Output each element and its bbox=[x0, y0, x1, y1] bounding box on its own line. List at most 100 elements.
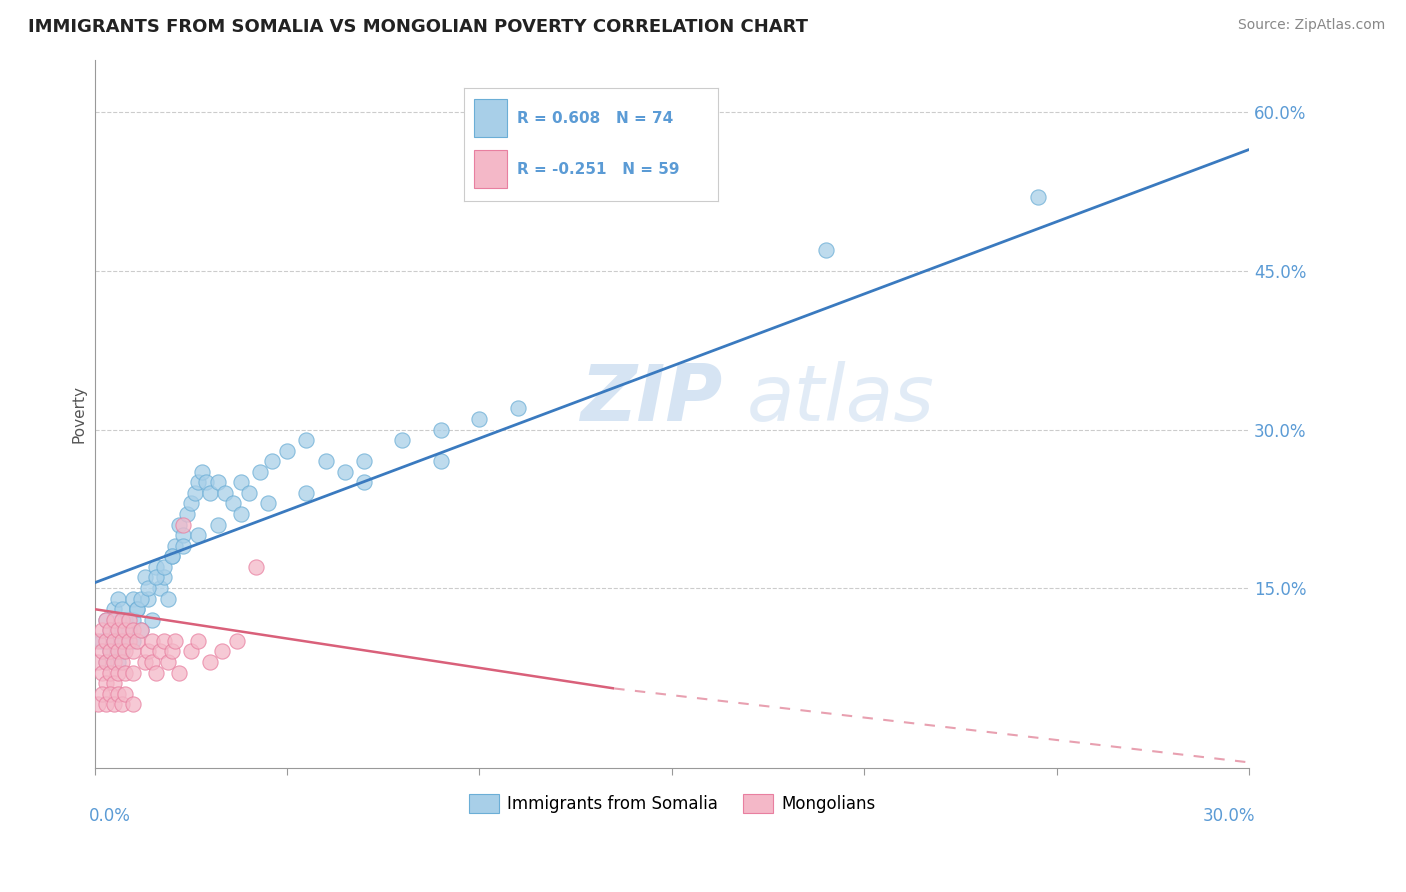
Point bbox=[122, 624, 145, 638]
Point bbox=[125, 633, 148, 648]
Point bbox=[187, 633, 209, 648]
Point bbox=[122, 633, 145, 648]
Point bbox=[110, 602, 132, 616]
Point bbox=[107, 624, 129, 638]
Point bbox=[118, 613, 141, 627]
Point bbox=[145, 570, 167, 584]
Point bbox=[165, 633, 187, 648]
Point bbox=[333, 465, 356, 479]
Point bbox=[98, 644, 121, 658]
Text: 30.0%: 30.0% bbox=[1202, 806, 1256, 824]
Point bbox=[114, 687, 136, 701]
Point bbox=[295, 486, 318, 500]
Point bbox=[229, 507, 252, 521]
Point bbox=[98, 665, 121, 680]
Point bbox=[167, 665, 190, 680]
Point bbox=[506, 401, 529, 416]
Point bbox=[149, 581, 172, 595]
Point bbox=[238, 486, 260, 500]
Point bbox=[160, 549, 183, 564]
Point bbox=[180, 644, 202, 658]
Point bbox=[430, 454, 453, 468]
Point bbox=[98, 687, 121, 701]
Point bbox=[156, 591, 179, 606]
Point bbox=[98, 624, 121, 638]
Point bbox=[103, 633, 125, 648]
Point bbox=[134, 655, 156, 669]
Point bbox=[118, 624, 141, 638]
Point bbox=[107, 665, 129, 680]
Point bbox=[114, 644, 136, 658]
Point bbox=[87, 698, 110, 712]
Point bbox=[110, 624, 132, 638]
Point bbox=[114, 633, 136, 648]
Point bbox=[87, 655, 110, 669]
Point bbox=[172, 539, 194, 553]
Point bbox=[211, 644, 233, 658]
Point bbox=[1026, 190, 1049, 204]
Text: ZIP: ZIP bbox=[579, 361, 721, 437]
Point bbox=[110, 655, 132, 669]
Point bbox=[103, 613, 125, 627]
Point bbox=[295, 433, 318, 447]
Point bbox=[138, 581, 160, 595]
Point bbox=[153, 633, 176, 648]
Point bbox=[94, 655, 117, 669]
Point bbox=[180, 496, 202, 510]
Point bbox=[353, 475, 375, 490]
Point bbox=[118, 633, 141, 648]
Point bbox=[156, 655, 179, 669]
Point bbox=[145, 665, 167, 680]
Text: atlas: atlas bbox=[747, 361, 935, 437]
Point bbox=[103, 644, 125, 658]
Point bbox=[122, 591, 145, 606]
Point bbox=[138, 644, 160, 658]
Point bbox=[391, 433, 413, 447]
Point bbox=[103, 676, 125, 690]
Point bbox=[222, 496, 245, 510]
Point bbox=[110, 633, 132, 648]
Point bbox=[141, 613, 163, 627]
Point bbox=[103, 633, 125, 648]
Point bbox=[141, 655, 163, 669]
Point bbox=[107, 633, 129, 648]
Point bbox=[226, 633, 249, 648]
Text: 0.0%: 0.0% bbox=[89, 806, 131, 824]
Point bbox=[468, 412, 491, 426]
Point bbox=[315, 454, 337, 468]
Point bbox=[122, 698, 145, 712]
Point bbox=[145, 560, 167, 574]
Point bbox=[195, 475, 218, 490]
Point bbox=[353, 454, 375, 468]
Point bbox=[94, 633, 117, 648]
Point bbox=[129, 624, 152, 638]
Point bbox=[118, 624, 141, 638]
Point bbox=[187, 528, 209, 542]
Point bbox=[125, 602, 148, 616]
Point bbox=[87, 633, 110, 648]
Point bbox=[191, 465, 214, 479]
Point bbox=[103, 602, 125, 616]
Point bbox=[94, 655, 117, 669]
Point bbox=[110, 698, 132, 712]
Point bbox=[814, 243, 837, 257]
Point bbox=[122, 644, 145, 658]
Point bbox=[129, 591, 152, 606]
Point bbox=[122, 613, 145, 627]
Point bbox=[256, 496, 278, 510]
Point bbox=[214, 486, 236, 500]
Point bbox=[167, 517, 190, 532]
Point bbox=[103, 698, 125, 712]
Point bbox=[110, 644, 132, 658]
Point bbox=[98, 624, 121, 638]
Point bbox=[276, 443, 298, 458]
Point bbox=[141, 633, 163, 648]
Point bbox=[110, 613, 132, 627]
Text: IMMIGRANTS FROM SOMALIA VS MONGOLIAN POVERTY CORRELATION CHART: IMMIGRANTS FROM SOMALIA VS MONGOLIAN POV… bbox=[28, 18, 808, 36]
Point bbox=[187, 475, 209, 490]
Point bbox=[249, 465, 271, 479]
Point bbox=[122, 665, 145, 680]
Point bbox=[103, 655, 125, 669]
Legend: Immigrants from Somalia, Mongolians: Immigrants from Somalia, Mongolians bbox=[461, 787, 882, 820]
Point bbox=[91, 624, 114, 638]
